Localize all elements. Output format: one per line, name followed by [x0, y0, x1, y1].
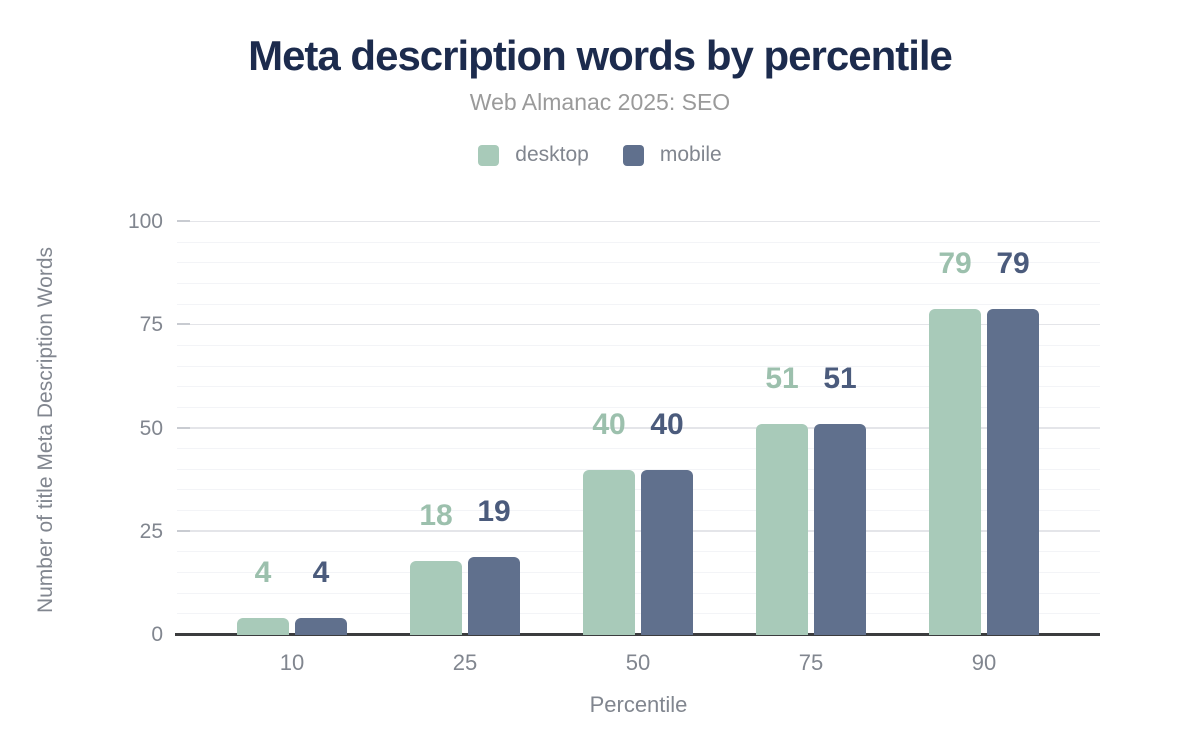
major-gridline	[177, 220, 1100, 222]
x-axis-line	[175, 633, 1100, 636]
value-label-desktop-p90: 79	[938, 246, 972, 280]
minor-gridline	[177, 386, 1100, 388]
value-label-desktop-p10: 4	[254, 556, 272, 590]
bar-mobile-p50	[641, 469, 693, 635]
y-tick-label: 0	[151, 623, 163, 646]
x-tick-label: 25	[452, 650, 478, 675]
legend-swatch-mobile	[622, 144, 644, 166]
major-gridline	[177, 323, 1100, 326]
major-gridline	[177, 530, 1100, 532]
y-axis-tick	[177, 220, 190, 222]
bar-desktop-p75	[756, 424, 808, 635]
y-axis-tick	[177, 426, 190, 429]
x-tick-label: 10	[279, 650, 305, 675]
legend-item-desktop: desktop	[478, 143, 589, 167]
plot-area: 0 25 50 75 100 4 4 10 18 19 25 40 40 50 51 51 75 79 79 90	[128, 210, 1100, 675]
major-gridline	[177, 427, 1100, 429]
value-label-desktop-p25: 18	[419, 498, 453, 532]
x-axis-title: Percentile	[589, 692, 688, 717]
minor-gridline	[177, 303, 1100, 305]
minor-gridline	[177, 489, 1100, 491]
minor-gridline	[177, 551, 1100, 553]
legend: desktop mobile	[0, 143, 1200, 167]
minor-gridline	[177, 365, 1100, 367]
legend-label-desktop: desktop	[515, 143, 589, 166]
value-label-mobile-p10: 4	[312, 556, 330, 590]
y-tick-label: 50	[139, 416, 163, 440]
minor-gridline	[177, 510, 1100, 512]
bar-desktop-p50	[583, 469, 635, 635]
minor-gridline	[177, 241, 1100, 243]
value-label-desktop-p75: 51	[765, 362, 799, 396]
legend-swatch-desktop	[478, 144, 500, 166]
bar-desktop-p10	[237, 618, 289, 635]
minor-gridline	[177, 613, 1100, 615]
minor-gridline	[177, 448, 1100, 450]
y-tick-label: 25	[139, 519, 163, 543]
y-tick-label: 75	[139, 313, 163, 337]
x-tick-label: 90	[971, 650, 997, 675]
chart-title: Meta description words by percentile	[248, 32, 953, 79]
minor-gridline	[177, 282, 1100, 284]
x-tick-label: 75	[798, 650, 824, 675]
y-axis-title: Number of title Meta Description Words	[34, 246, 57, 614]
chart-subtitle: Web Almanac 2025: SEO	[469, 89, 731, 115]
bar-mobile-p90	[987, 308, 1039, 635]
bar-desktop-p25	[410, 560, 462, 635]
minor-gridline	[177, 592, 1100, 594]
bar-mobile-p10	[295, 618, 347, 635]
bar-mobile-p25	[468, 556, 520, 635]
minor-gridline	[177, 572, 1100, 574]
minor-gridline	[177, 262, 1100, 264]
bar-desktop-p90	[929, 308, 981, 635]
legend-item-mobile: mobile	[622, 143, 722, 167]
value-label-mobile-p90: 79	[996, 246, 1030, 280]
minor-gridline	[177, 406, 1100, 408]
bar-mobile-p75	[814, 424, 866, 635]
y-axis-tick	[177, 529, 190, 532]
minor-gridline	[177, 344, 1100, 346]
value-label-mobile-p50: 40	[650, 407, 684, 441]
value-label-desktop-p50: 40	[592, 407, 626, 441]
y-tick-label: 100	[127, 210, 163, 233]
minor-gridline	[177, 468, 1100, 470]
value-label-mobile-p25: 19	[477, 494, 511, 528]
value-label-mobile-p75: 51	[823, 362, 857, 396]
y-axis-tick	[177, 323, 190, 326]
legend-label-mobile: mobile	[659, 143, 722, 166]
x-tick-label: 50	[625, 650, 651, 675]
